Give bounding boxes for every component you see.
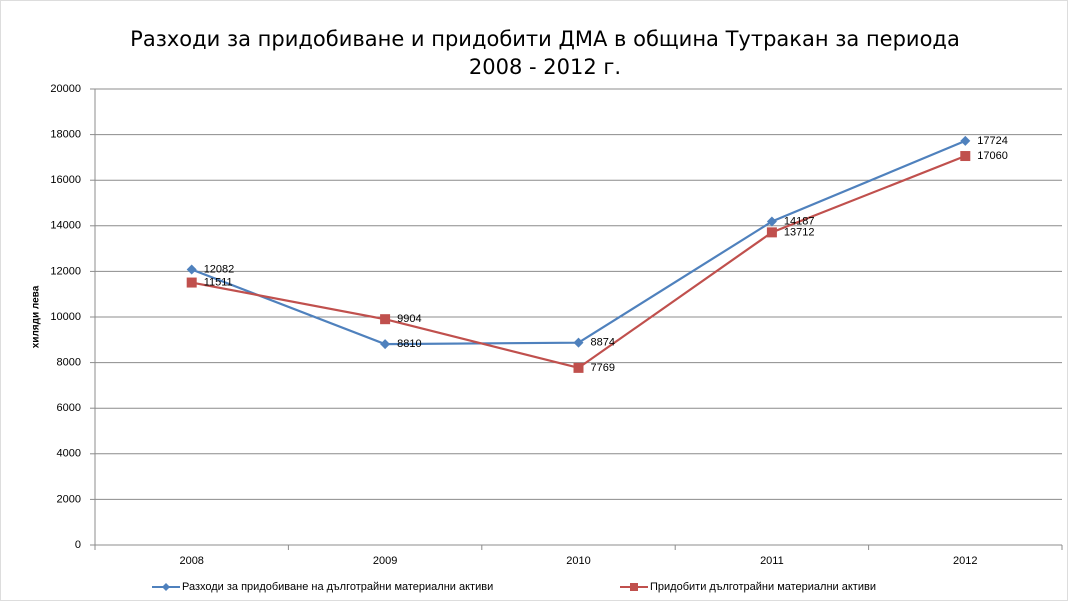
- marker: [186, 264, 197, 275]
- marker: [766, 216, 777, 227]
- y-tick-label: 20000: [50, 83, 81, 95]
- data-label: 7769: [591, 362, 615, 374]
- x-tick-label: 2008: [179, 555, 203, 567]
- marker: [380, 339, 391, 350]
- y-tick-label: 6000: [57, 402, 81, 414]
- chart-title: Разходи за придобиване и придобити ДМА в…: [130, 27, 960, 51]
- x-tick-label: 2010: [566, 555, 590, 567]
- data-label: 17724: [977, 135, 1008, 147]
- marker: [186, 277, 197, 288]
- data-label: 9904: [397, 313, 421, 325]
- data-label: 17060: [977, 150, 1008, 162]
- data-label: 12082: [204, 263, 235, 275]
- marker: [573, 362, 584, 373]
- y-tick-label: 10000: [50, 311, 81, 323]
- data-label: 14187: [784, 215, 815, 227]
- x-tick-label: 2012: [953, 555, 977, 567]
- marker: [960, 135, 971, 146]
- chart-title: 2008 - 2012 г.: [469, 55, 621, 79]
- marker: [766, 227, 777, 238]
- y-tick-label: 4000: [57, 448, 81, 460]
- data-label: 8874: [591, 337, 615, 349]
- marker: [380, 314, 391, 325]
- x-tick-label: 2009: [373, 555, 397, 567]
- marker: [960, 151, 971, 162]
- y-tick-label: 2000: [57, 493, 81, 505]
- y-tick-label: 18000: [50, 129, 81, 141]
- y-tick-label: 0: [75, 539, 81, 551]
- legend-label: Придобити дълготрайни материални активи: [650, 581, 876, 593]
- marker: [573, 337, 584, 348]
- y-tick-label: 12000: [50, 265, 81, 277]
- legend-marker: [162, 583, 170, 591]
- y-tick-label: 16000: [50, 174, 81, 186]
- data-label: 11511: [204, 276, 233, 288]
- y-tick-label: 14000: [50, 220, 81, 232]
- y-axis-label: хиляди лева: [31, 285, 42, 348]
- y-tick-label: 8000: [57, 357, 81, 369]
- data-label: 8810: [397, 338, 421, 350]
- legend-marker: [630, 583, 638, 591]
- legend-label: Разходи за придобиване на дълготрайни ма…: [182, 581, 493, 593]
- x-tick-label: 2011: [760, 555, 784, 567]
- data-label: 13712: [784, 226, 815, 238]
